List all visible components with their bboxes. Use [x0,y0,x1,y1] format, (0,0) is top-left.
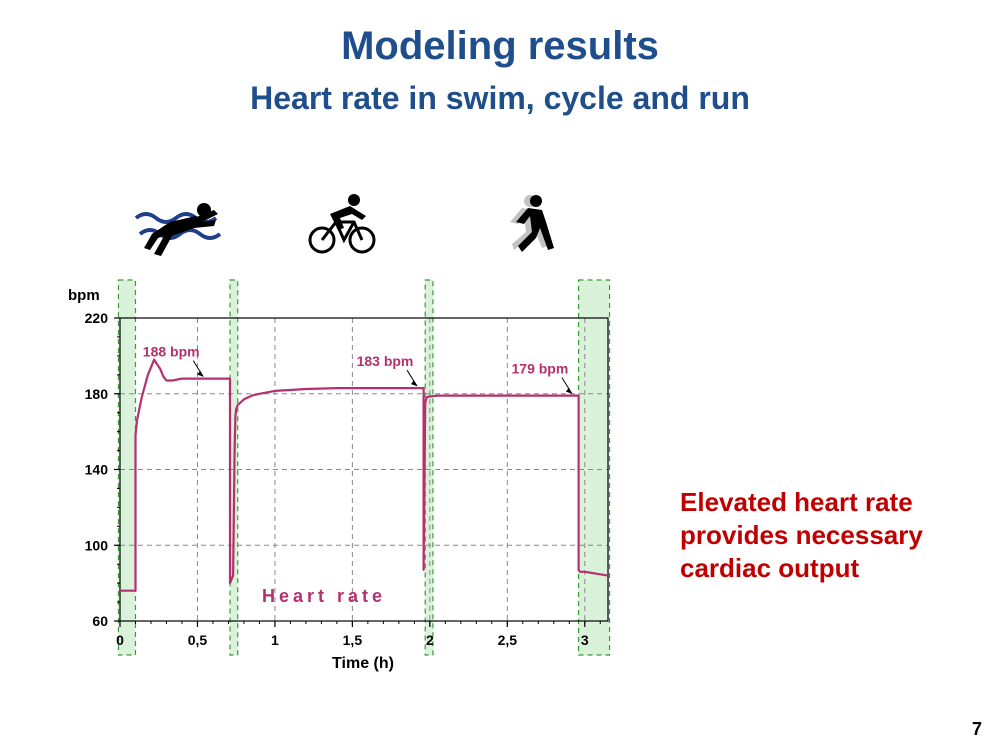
callout-line-2: provides necessary [680,520,923,550]
heart-rate-line [120,358,609,592]
annotation-label: 179 bpm [512,361,569,377]
y-tick-label: 140 [85,462,109,478]
transition-band [117,279,137,656]
x-tick-label: 1 [271,632,279,648]
annotation-label: 183 bpm [357,353,414,369]
x-tick-label: 0 [116,632,124,648]
series-label: Heart rate [262,586,386,606]
slide-title: Modeling results [341,24,659,68]
callout-line-1: Elevated heart rate [680,487,913,517]
cyclist-icon [308,194,376,254]
y-tick-label: 220 [85,310,109,326]
runner-icon [510,195,554,252]
annotation-label: 188 bpm [143,344,200,360]
annotation-arrowhead [565,387,572,394]
annotation-arrowhead [197,370,204,377]
transition-band [577,279,611,656]
y-tick-label: 180 [85,386,109,402]
callout-line-3: cardiac output [680,553,860,583]
heart-rate-chart: 60 100 140 180 220 0 0,5 1 1,5 2 2,5 3 188 bpm 183 b… [68,279,611,672]
y-tick-label: 60 [92,613,108,629]
page-number: 7 [971,719,982,739]
x-tick-label: 0,5 [188,632,208,648]
swimmer-icon [134,203,222,256]
x-axis-label: Time (h) [332,655,394,672]
x-tick-label: 2,5 [498,632,518,648]
y-axis-label: bpm [68,287,100,304]
callout-text: Elevated heart rate provides necessary c… [680,486,980,585]
y-tick-label: 100 [85,537,109,553]
transition-band [424,279,434,656]
annotation-arrowhead [410,380,417,387]
x-tick-label: 2 [426,632,434,648]
slide-subtitle: Heart rate in swim, cycle and run [250,80,750,116]
x-tick-label: 1,5 [343,632,363,648]
x-tick-label: 3 [581,632,589,648]
